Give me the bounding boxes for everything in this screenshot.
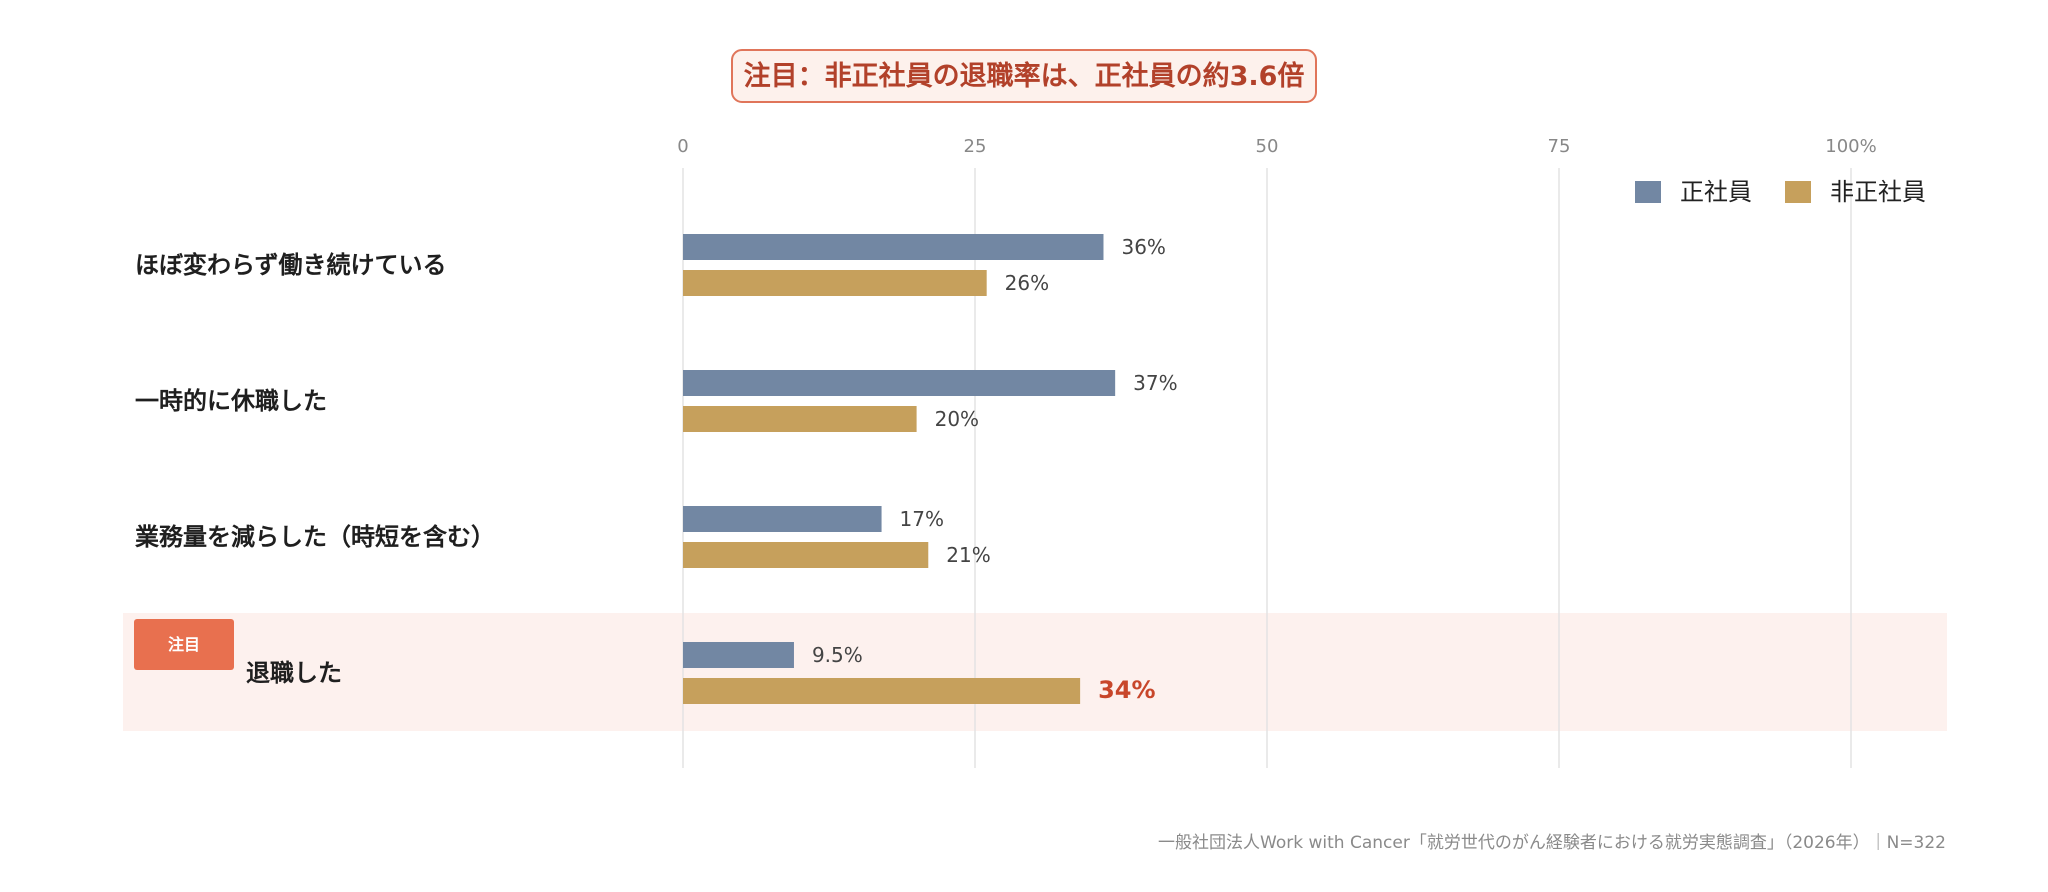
highlight-row-background	[123, 613, 1947, 731]
value-labels: 36% 37% 17% 9.5% 26% 20% 21% 34%	[812, 235, 1178, 704]
highlight-badge-box	[134, 619, 234, 670]
highlight-badge: 注目	[134, 619, 234, 670]
callout-text: 注目：非正社員の退職率は、正社員の約3.6倍	[744, 60, 1305, 92]
category-label: 一時的に休職した	[135, 387, 327, 415]
bars	[683, 234, 1116, 704]
x-tick-label: 50	[1256, 136, 1279, 157]
x-tick-label: 75	[1548, 136, 1571, 157]
data-label: 26%	[1005, 271, 1049, 295]
x-axis-ticks: 0 25 50 75 100%	[677, 136, 1876, 157]
bar	[683, 642, 794, 668]
callout-box	[731, 49, 1317, 103]
category-label: 退職した	[246, 659, 342, 687]
category-label: 業務量を減らした（時短を含む）	[135, 523, 495, 551]
source-note: 一般社団法人Work with Cancer「就労世代のがん経験者における就労実…	[1158, 833, 1946, 853]
bar	[683, 506, 882, 532]
legend-label-series-1: 正社員	[1680, 178, 1752, 206]
data-label: 9.5%	[812, 643, 863, 667]
x-tick-label: 100%	[1825, 136, 1876, 157]
legend-label-series-2: 非正社員	[1830, 178, 1926, 206]
bar	[683, 270, 987, 296]
bar	[683, 678, 1081, 704]
callout: 注目：非正社員の退職率は、正社員の約3.6倍	[731, 49, 1317, 103]
data-label: 34%	[1098, 676, 1155, 704]
data-label: 17%	[900, 507, 944, 531]
category-label: ほぼ変わらず働き続けている	[135, 251, 447, 279]
bar	[683, 406, 917, 432]
legend-swatch-series-2	[1785, 181, 1811, 203]
data-label: 37%	[1133, 371, 1177, 395]
bar	[683, 370, 1116, 396]
x-tick-label: 25	[964, 136, 987, 157]
legend: 正社員 非正社員	[1635, 178, 1926, 206]
data-label: 21%	[946, 543, 990, 567]
legend-swatch-series-1	[1635, 181, 1661, 203]
highlight-badge-text: 注目	[168, 635, 200, 654]
bar	[683, 542, 929, 568]
bar	[683, 234, 1104, 260]
x-tick-label: 0	[677, 136, 688, 157]
data-label: 20%	[935, 407, 979, 431]
data-label: 36%	[1121, 235, 1165, 259]
